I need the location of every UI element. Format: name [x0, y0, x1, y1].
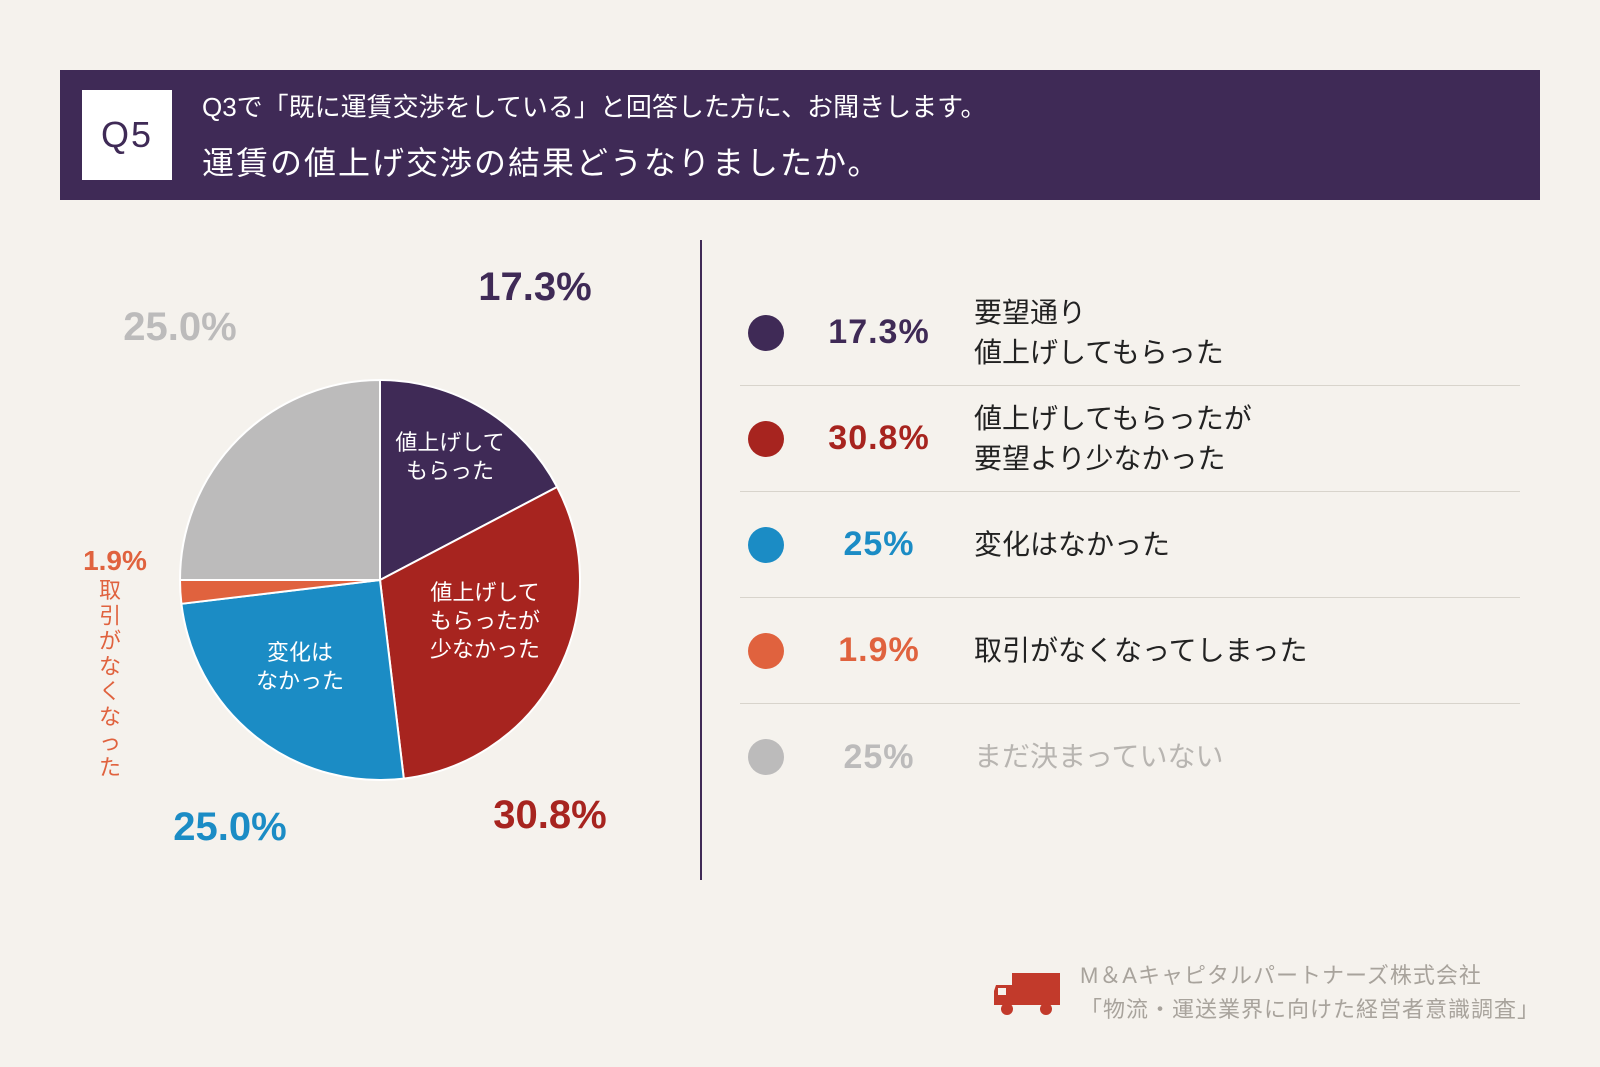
question-text: Q3で「既に運賃交渉をしている」と回答した方に、お聞きします。 運賃の値上げ交渉…	[202, 87, 987, 184]
slice-percent-label: 30.8%	[493, 793, 606, 837]
question-header: Q5 Q3で「既に運賃交渉をしている」と回答した方に、お聞きします。 運賃の値上…	[60, 70, 1540, 200]
slice-percent-label: 25.0%	[173, 805, 286, 849]
question-number: Q5	[101, 114, 153, 156]
legend-swatch	[748, 421, 784, 457]
legend-swatch	[748, 527, 784, 563]
question-number-badge: Q5	[82, 90, 172, 180]
legend-swatch	[748, 739, 784, 775]
slice-percent-label: 25.0%	[123, 305, 236, 349]
question-main-line: 運賃の値上げ交渉の結果どうなりましたか。	[202, 138, 987, 184]
legend-row: 30.8%値上げしてもらったが 要望より少なかった	[740, 386, 1520, 492]
legend-percent: 30.8%	[784, 419, 974, 458]
legend: 17.3%要望通り 値上げしてもらった30.8%値上げしてもらったが 要望より少…	[740, 280, 1520, 810]
footer: M＆Aキャピタルパートナーズ株式会社 「物流・運送業界に向けた経営者意識調査」	[992, 959, 1540, 1027]
footer-survey-title: 「物流・運送業界に向けた経営者意識調査」	[1080, 993, 1540, 1027]
legend-swatch	[748, 633, 784, 669]
legend-row: 25%変化はなかった	[740, 492, 1520, 598]
legend-row: 17.3%要望通り 値上げしてもらった	[740, 280, 1520, 386]
truck-icon	[992, 969, 1062, 1017]
legend-percent: 1.9%	[784, 631, 974, 670]
pie-slice	[180, 380, 380, 580]
legend-label: まだ決まっていない	[974, 737, 1223, 776]
legend-label: 変化はなかった	[974, 525, 1170, 564]
slice-percent-label: 1.9%	[83, 545, 147, 576]
legend-percent: 17.3%	[784, 313, 974, 352]
legend-label: 取引がなくなってしまった	[974, 631, 1307, 670]
vertical-divider	[700, 240, 702, 880]
slice-percent-label: 17.3%	[478, 265, 591, 309]
legend-percent: 25%	[784, 738, 974, 777]
legend-label: 値上げしてもらったが 要望より少なかった	[974, 399, 1252, 477]
pie-chart: 17.3%30.8%25.0%1.9%25.0%値上げしてもらった値上げしてもら…	[60, 240, 700, 880]
legend-swatch	[748, 315, 784, 351]
legend-label: 要望通り 値上げしてもらった	[974, 293, 1224, 371]
legend-row: 1.9%取引がなくなってしまった	[740, 598, 1520, 704]
legend-percent: 25%	[784, 525, 974, 564]
question-context-line: Q3で「既に運賃交渉をしている」と回答した方に、お聞きします。	[202, 87, 987, 124]
slice-inner-label: 値上げしてもらったが少なかった	[430, 580, 540, 662]
legend-row: 25%まだ決まっていない	[740, 704, 1520, 810]
pie-chart-svg: 17.3%30.8%25.0%1.9%25.0%値上げしてもらった値上げしてもら…	[60, 240, 700, 880]
footer-company: M＆Aキャピタルパートナーズ株式会社	[1080, 959, 1540, 993]
footer-text: M＆Aキャピタルパートナーズ株式会社 「物流・運送業界に向けた経営者意識調査」	[1080, 959, 1540, 1027]
slice-vertical-label: 取引がなくなった	[99, 578, 121, 780]
